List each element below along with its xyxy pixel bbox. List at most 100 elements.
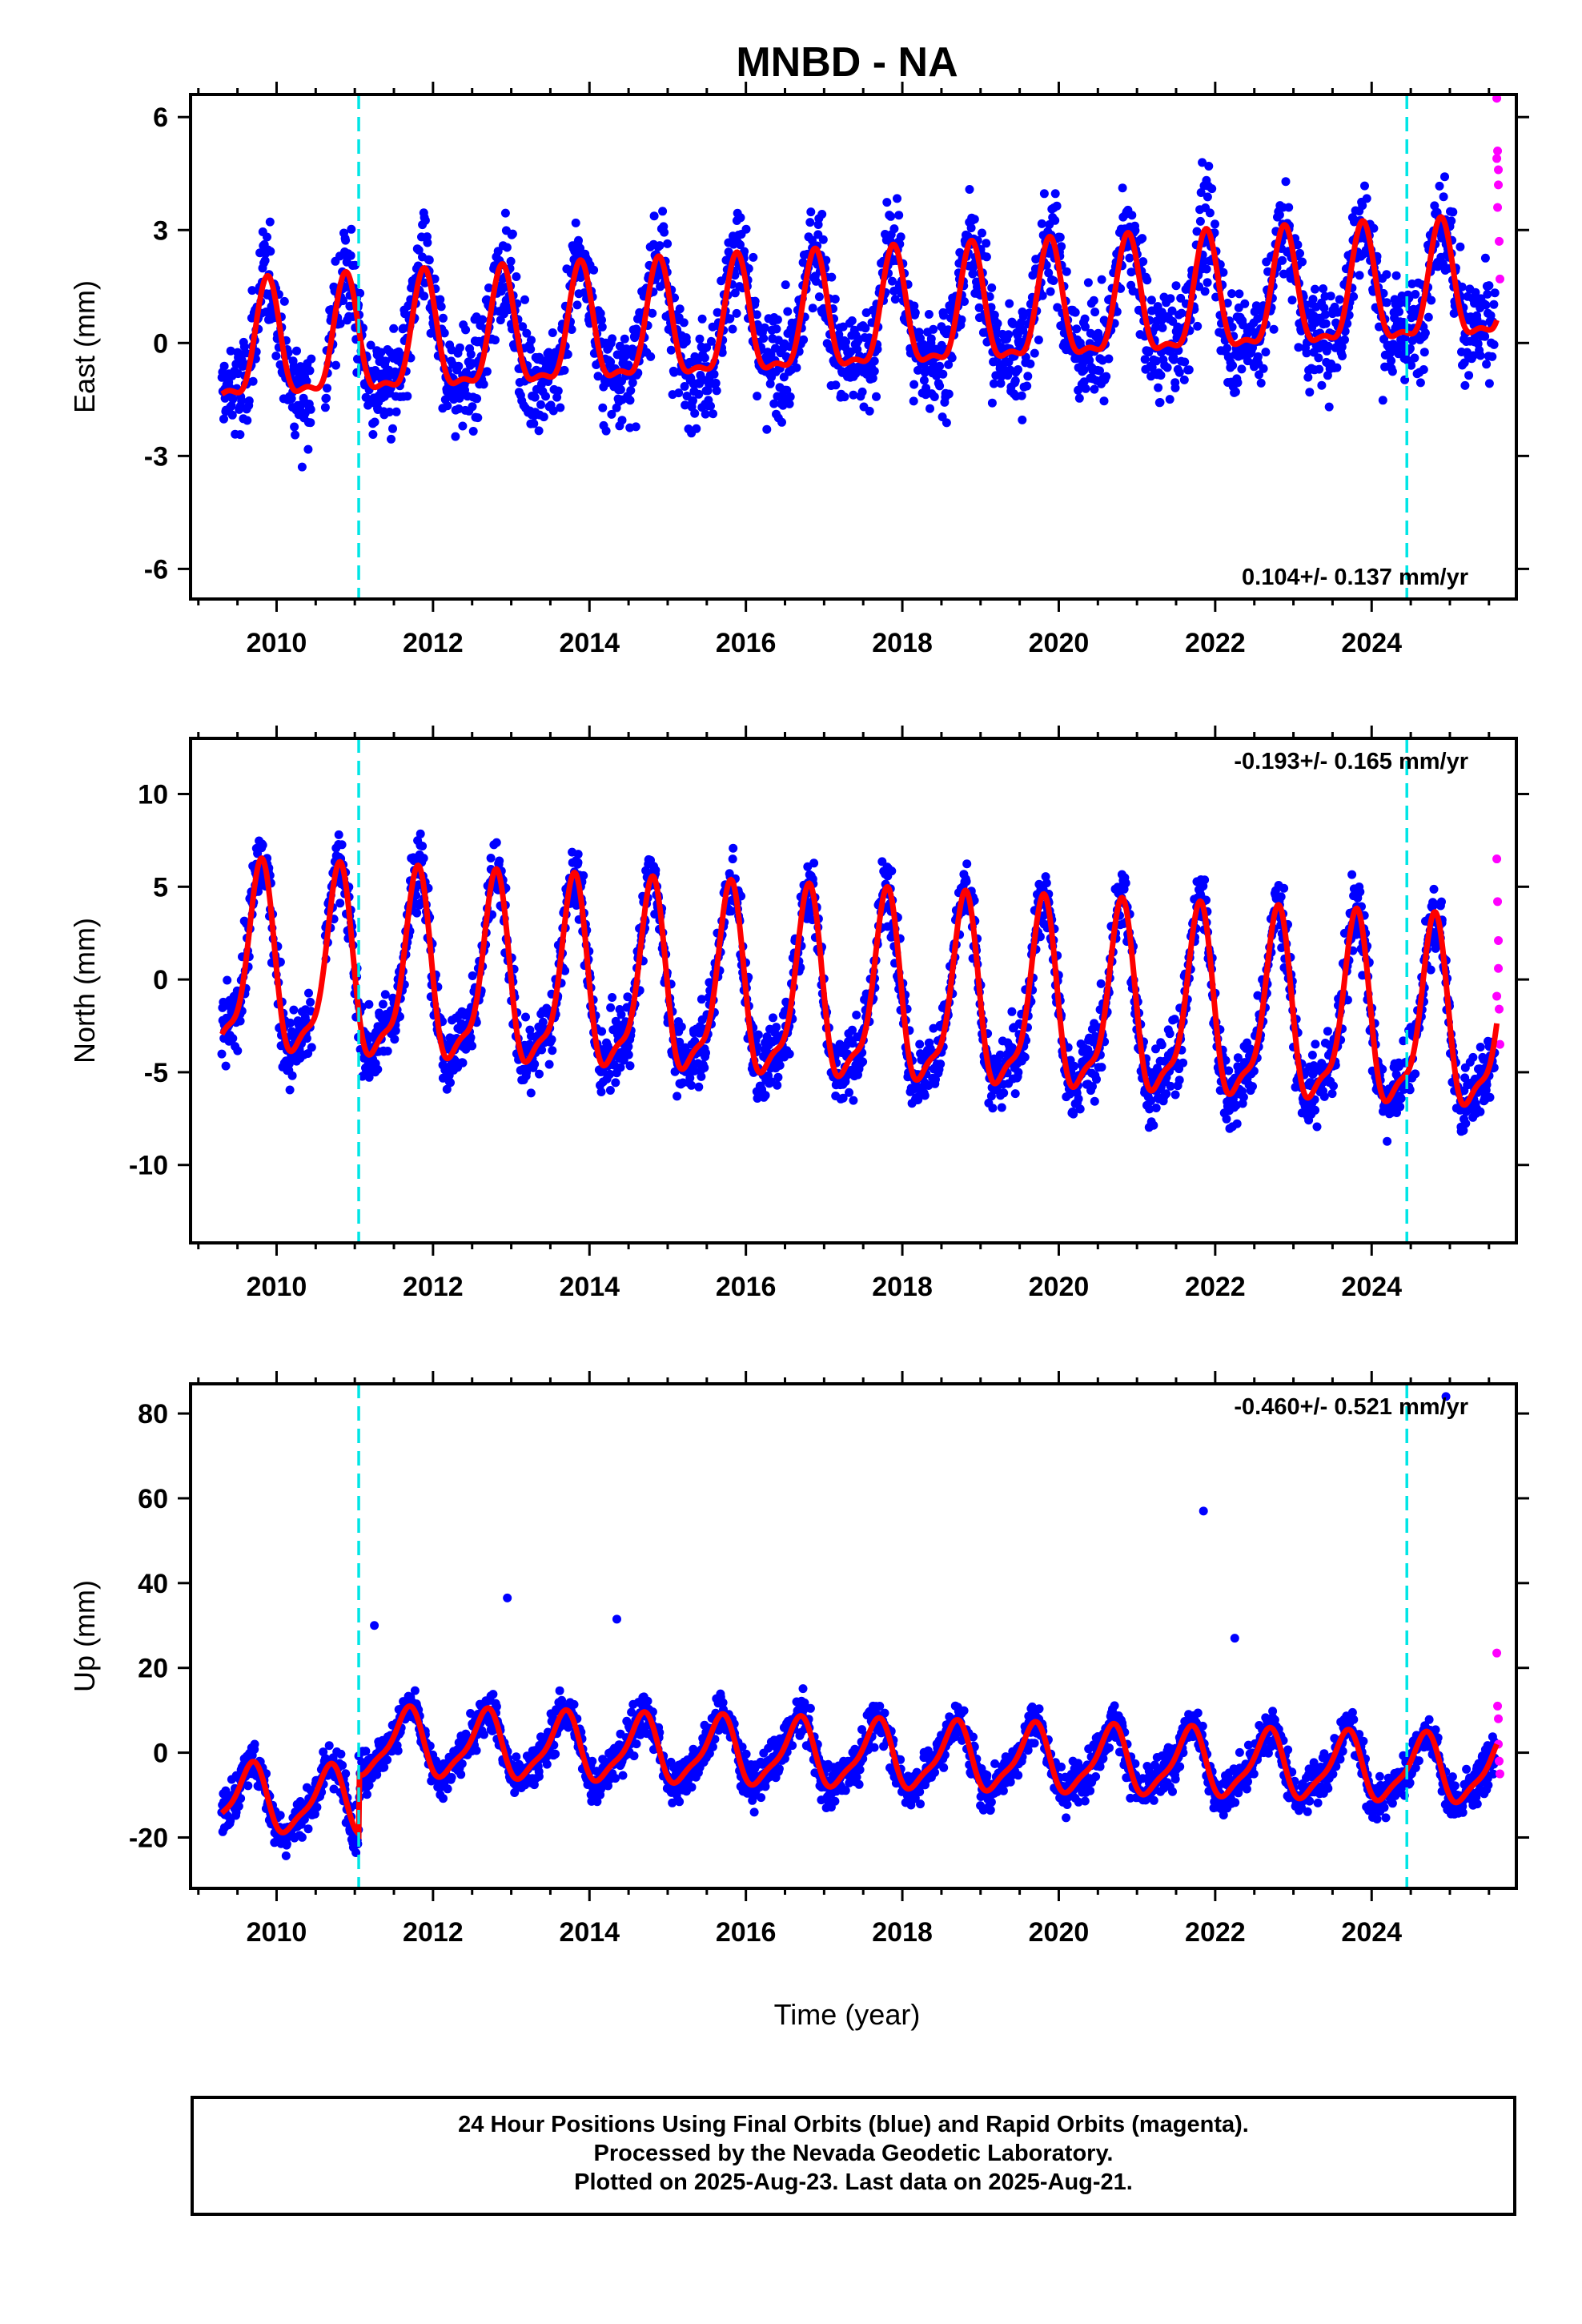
data-point <box>695 334 705 344</box>
data-point <box>364 1072 374 1082</box>
data-point <box>518 322 528 332</box>
data-point <box>1018 325 1028 335</box>
data-point <box>869 367 879 376</box>
data-point <box>412 908 422 918</box>
data-point <box>682 392 692 400</box>
data-point <box>1248 1082 1257 1092</box>
data-point <box>1319 1092 1329 1101</box>
data-point <box>673 1092 682 1101</box>
data-point <box>840 392 849 402</box>
data-point <box>1480 332 1490 341</box>
data-point <box>869 356 879 366</box>
data-point <box>1387 356 1396 365</box>
data-point <box>868 373 877 383</box>
data-point <box>1044 268 1054 278</box>
data-point <box>1237 364 1247 374</box>
data-point <box>373 1064 383 1074</box>
data-point <box>1311 1105 1320 1115</box>
data-point <box>478 315 487 324</box>
data-point <box>335 899 345 908</box>
data-point <box>1079 365 1089 375</box>
data-point <box>681 337 691 346</box>
data-point <box>380 990 390 999</box>
data-point <box>873 344 882 354</box>
data-point <box>548 328 557 337</box>
data-point <box>1184 365 1194 375</box>
data-point <box>606 1003 616 1012</box>
data-point <box>987 398 997 408</box>
data-point <box>616 1010 626 1019</box>
data-point <box>544 1059 554 1069</box>
data-point <box>538 1017 548 1027</box>
data-point <box>966 223 976 233</box>
data-point <box>845 1088 853 1097</box>
data-point <box>1099 396 1109 406</box>
data-point <box>973 282 982 292</box>
data-point <box>572 300 582 310</box>
data-point <box>935 381 945 391</box>
data-point <box>526 1088 536 1098</box>
y-tick-label: -3 <box>144 441 168 472</box>
data-point <box>302 376 311 386</box>
data-point <box>287 394 296 404</box>
data-point <box>799 335 809 344</box>
data-point <box>1156 371 1166 380</box>
data-point <box>1227 322 1237 332</box>
data-point <box>740 247 749 256</box>
data-point <box>217 1049 227 1059</box>
data-point <box>942 418 951 428</box>
data-point <box>1050 189 1060 199</box>
data-point <box>762 424 772 434</box>
data-point <box>466 1033 476 1043</box>
data-point <box>1167 306 1177 316</box>
data-point <box>679 318 689 328</box>
data-point <box>258 840 267 850</box>
data-point <box>423 238 432 247</box>
data-point <box>1017 391 1026 400</box>
data-point <box>1435 181 1444 191</box>
data-point <box>589 265 599 275</box>
data-point <box>263 232 271 242</box>
data-point <box>625 1061 635 1071</box>
data-point <box>1468 351 1478 360</box>
data-point <box>769 1013 777 1023</box>
data-point <box>827 272 837 282</box>
data-point <box>1144 348 1154 357</box>
data-point <box>1255 370 1263 380</box>
data-point <box>783 307 793 316</box>
data-point <box>962 859 972 869</box>
data-point <box>307 1043 316 1052</box>
data-point <box>1211 219 1219 229</box>
data-point <box>1089 296 1098 305</box>
data-point <box>522 328 532 338</box>
data-point <box>1457 282 1467 292</box>
data-point <box>1315 364 1324 374</box>
data-point <box>626 386 636 396</box>
data-point <box>760 323 769 332</box>
data-point <box>1085 356 1094 365</box>
data-point <box>1126 267 1136 277</box>
data-point <box>547 1035 556 1044</box>
x-tick-label: 2010 <box>247 628 307 658</box>
data-point <box>701 409 710 419</box>
data-point <box>383 1047 392 1055</box>
data-point <box>560 966 570 975</box>
data-point <box>670 1067 680 1076</box>
data-point <box>929 324 938 334</box>
data-point <box>1007 1007 1017 1016</box>
data-point <box>611 1078 620 1088</box>
data-point <box>1081 384 1090 393</box>
data-point <box>1219 267 1228 277</box>
data-point <box>1480 253 1490 263</box>
data-point <box>1174 1076 1184 1085</box>
data-point <box>1391 271 1401 280</box>
data-point <box>616 385 625 394</box>
data-point <box>286 1018 295 1027</box>
data-point <box>337 840 347 850</box>
data-point <box>593 372 603 381</box>
data-point <box>1440 172 1449 182</box>
data-point <box>695 1022 705 1031</box>
data-point <box>655 241 665 251</box>
data-point <box>1233 378 1243 388</box>
data-point <box>468 1041 477 1051</box>
